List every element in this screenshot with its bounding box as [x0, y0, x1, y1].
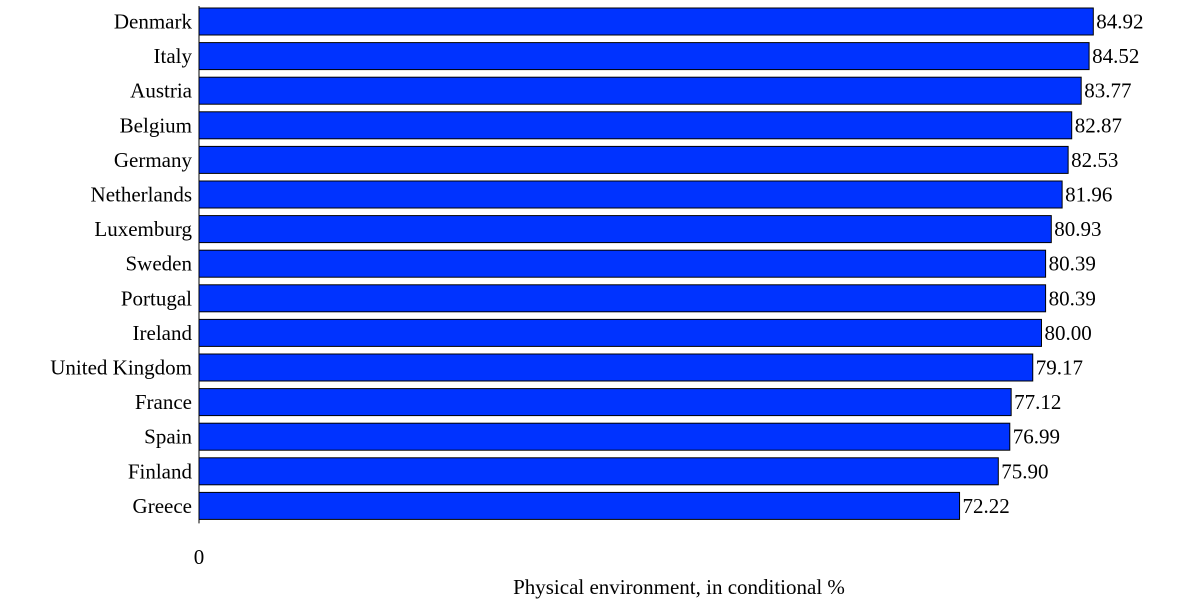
category-label: France	[135, 390, 192, 414]
value-label: 84.52	[1092, 44, 1139, 68]
value-label: 79.17	[1036, 356, 1083, 380]
bar-portugal	[198, 284, 1047, 313]
category-label: Italy	[154, 44, 193, 68]
category-labels: Denmark Italy Austria Belgium Germany Netherl…	[50, 10, 192, 518]
bar-sweden	[198, 249, 1047, 278]
category-label: Spain	[144, 425, 192, 449]
value-label: 80.00	[1044, 321, 1091, 345]
bar-spain	[198, 422, 1011, 451]
value-labels: 84.92 84.52 83.77 82.87 82.53 81.96 80.93 80.39…	[963, 10, 1144, 518]
value-label: 76.99	[1013, 425, 1060, 449]
bar-luxemburg	[198, 215, 1052, 244]
category-label: Sweden	[126, 252, 193, 276]
value-label: 77.12	[1014, 390, 1061, 414]
bar-denmark	[198, 7, 1094, 36]
bar-united-kingdom	[198, 353, 1034, 382]
category-label: Denmark	[114, 10, 193, 34]
category-label: Luxemburg	[94, 217, 192, 241]
x-tick-label: 0	[194, 545, 205, 569]
value-label: 82.53	[1071, 148, 1118, 172]
value-label: 75.90	[1001, 459, 1048, 483]
category-label: Germany	[114, 148, 193, 172]
bar-greece	[198, 491, 961, 520]
category-label: Finland	[128, 459, 193, 483]
x-axis-title: Physical environment, in conditional %	[513, 575, 845, 599]
bar-belgium	[198, 111, 1073, 140]
bar-netherlands	[198, 180, 1063, 209]
bar-germany	[198, 145, 1069, 174]
value-label: 81.96	[1065, 183, 1112, 207]
category-label: Belgium	[120, 113, 192, 137]
category-label: Ireland	[133, 321, 193, 345]
value-label: 72.22	[963, 494, 1010, 518]
value-label: 80.93	[1054, 217, 1101, 241]
category-label: Austria	[130, 79, 193, 103]
value-label: 84.92	[1096, 10, 1143, 34]
bar-france	[198, 388, 1012, 417]
bar-finland	[198, 457, 999, 486]
category-label: Greece	[133, 494, 192, 518]
category-label: Netherlands	[91, 183, 192, 207]
bar-italy	[198, 42, 1090, 71]
category-label: United Kingdom	[50, 356, 192, 380]
value-label: 82.87	[1075, 113, 1122, 137]
bar-ireland	[198, 318, 1042, 347]
bar-group	[198, 7, 1094, 520]
bar-austria	[198, 76, 1082, 105]
category-label: Portugal	[121, 286, 192, 310]
value-label: 80.39	[1049, 252, 1096, 276]
value-label: 83.77	[1084, 79, 1131, 103]
value-label: 80.39	[1049, 286, 1096, 310]
